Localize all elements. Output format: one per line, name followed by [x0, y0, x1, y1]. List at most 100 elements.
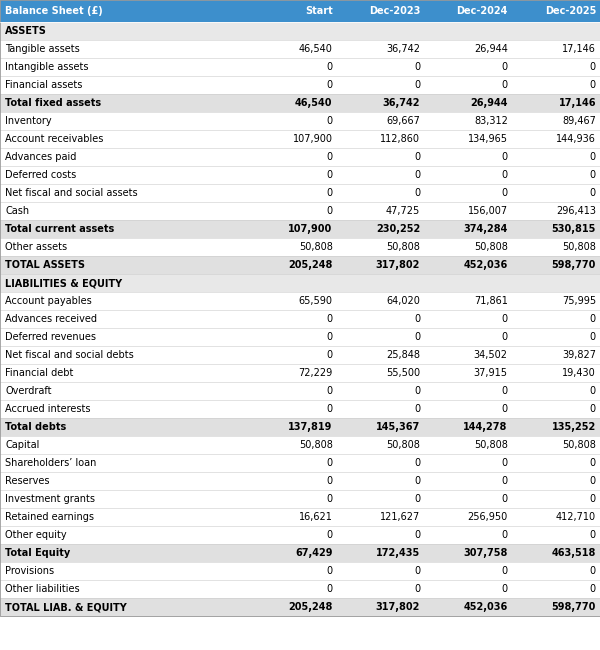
Text: 50,808: 50,808	[474, 440, 508, 450]
Text: Dec-2024: Dec-2024	[457, 6, 508, 16]
Text: 0: 0	[414, 188, 420, 198]
Text: 230,252: 230,252	[376, 224, 420, 234]
Text: Total Equity: Total Equity	[5, 548, 70, 558]
Bar	[0, 328, 600, 346]
Text: 0: 0	[414, 152, 420, 162]
Text: Balance Sheet (£): Balance Sheet (£)	[5, 6, 103, 16]
Text: 452,036: 452,036	[464, 260, 508, 270]
Text: 0: 0	[590, 404, 596, 414]
Text: 25,848: 25,848	[386, 350, 420, 360]
Text: 64,020: 64,020	[386, 296, 420, 306]
Text: 0: 0	[326, 494, 332, 504]
Text: 145,367: 145,367	[376, 422, 420, 432]
Text: Advances received: Advances received	[5, 314, 97, 324]
Text: 317,802: 317,802	[376, 260, 420, 270]
Text: 47,725: 47,725	[386, 206, 420, 216]
Text: 0: 0	[326, 584, 332, 594]
Bar	[0, 382, 600, 400]
Text: Reserves: Reserves	[5, 476, 49, 486]
Text: 17,146: 17,146	[559, 98, 596, 108]
Bar	[0, 148, 600, 166]
Text: 0: 0	[590, 530, 596, 540]
Text: Shareholders’ loan: Shareholders’ loan	[5, 458, 97, 468]
Text: 0: 0	[414, 62, 420, 72]
Text: 107,900: 107,900	[289, 224, 332, 234]
Text: 39,827: 39,827	[562, 350, 596, 360]
Text: 296,413: 296,413	[556, 206, 596, 216]
Text: 50,808: 50,808	[299, 242, 332, 252]
Text: 0: 0	[590, 62, 596, 72]
Text: 0: 0	[502, 476, 508, 486]
Bar	[424, 0, 512, 22]
Text: 0: 0	[590, 458, 596, 468]
Text: Cash: Cash	[5, 206, 29, 216]
Bar	[0, 580, 600, 598]
Text: Dec-2025: Dec-2025	[545, 6, 596, 16]
Text: 37,915: 37,915	[474, 368, 508, 378]
Text: Retained earnings: Retained earnings	[5, 512, 94, 522]
Text: Financial assets: Financial assets	[5, 80, 82, 90]
Text: 0: 0	[326, 206, 332, 216]
Text: 0: 0	[414, 404, 420, 414]
Text: Account payables: Account payables	[5, 296, 92, 306]
Bar	[0, 202, 600, 220]
Text: 46,540: 46,540	[299, 44, 332, 54]
Text: 83,312: 83,312	[474, 116, 508, 126]
Text: Investment grants: Investment grants	[5, 494, 95, 504]
Text: 0: 0	[326, 530, 332, 540]
Bar	[0, 526, 600, 544]
Text: 0: 0	[414, 332, 420, 342]
Text: 0: 0	[326, 116, 332, 126]
Text: Financial debt: Financial debt	[5, 368, 73, 378]
Text: 0: 0	[326, 350, 332, 360]
Text: Other liabilities: Other liabilities	[5, 584, 80, 594]
Text: 205,248: 205,248	[288, 260, 332, 270]
Text: 75,995: 75,995	[562, 296, 596, 306]
Text: Tangible assets: Tangible assets	[5, 44, 80, 54]
Text: 72,229: 72,229	[298, 368, 332, 378]
Text: TOTAL ASSETS: TOTAL ASSETS	[5, 260, 85, 270]
Bar	[0, 256, 600, 274]
Text: 307,758: 307,758	[463, 548, 508, 558]
Text: 0: 0	[326, 386, 332, 396]
Text: Net fiscal and social debts: Net fiscal and social debts	[5, 350, 134, 360]
Text: 55,500: 55,500	[386, 368, 420, 378]
Text: 0: 0	[326, 188, 332, 198]
Text: ASSETS: ASSETS	[5, 26, 47, 36]
Text: 0: 0	[326, 62, 332, 72]
Text: 0: 0	[502, 314, 508, 324]
Bar	[0, 508, 600, 526]
Text: 26,944: 26,944	[470, 98, 508, 108]
Text: 0: 0	[414, 494, 420, 504]
Text: 50,808: 50,808	[386, 440, 420, 450]
Text: Deferred revenues: Deferred revenues	[5, 332, 96, 342]
Text: 256,950: 256,950	[467, 512, 508, 522]
Text: 0: 0	[590, 494, 596, 504]
Bar	[0, 436, 600, 454]
Text: 156,007: 156,007	[467, 206, 508, 216]
Text: LIABILITIES & EQUITY: LIABILITIES & EQUITY	[5, 278, 122, 288]
Text: 17,146: 17,146	[562, 44, 596, 54]
Text: 135,252: 135,252	[552, 422, 596, 432]
Text: 50,808: 50,808	[562, 440, 596, 450]
Text: 36,742: 36,742	[386, 44, 420, 54]
Text: 89,467: 89,467	[562, 116, 596, 126]
Text: 34,502: 34,502	[474, 350, 508, 360]
Text: 0: 0	[590, 188, 596, 198]
Text: 0: 0	[326, 314, 332, 324]
Text: 0: 0	[414, 170, 420, 180]
Bar	[337, 0, 424, 22]
Text: 0: 0	[590, 386, 596, 396]
Text: 0: 0	[326, 476, 332, 486]
Text: Total debts: Total debts	[5, 422, 66, 432]
Text: 205,248: 205,248	[288, 602, 332, 612]
Text: Other assets: Other assets	[5, 242, 67, 252]
Text: Dec-2023: Dec-2023	[369, 6, 420, 16]
Text: 0: 0	[326, 80, 332, 90]
Text: 374,284: 374,284	[463, 224, 508, 234]
Text: 0: 0	[414, 566, 420, 576]
Text: 67,429: 67,429	[295, 548, 332, 558]
Text: Total fixed assets: Total fixed assets	[5, 98, 101, 108]
Bar	[0, 490, 600, 508]
Text: Account receivables: Account receivables	[5, 134, 103, 144]
